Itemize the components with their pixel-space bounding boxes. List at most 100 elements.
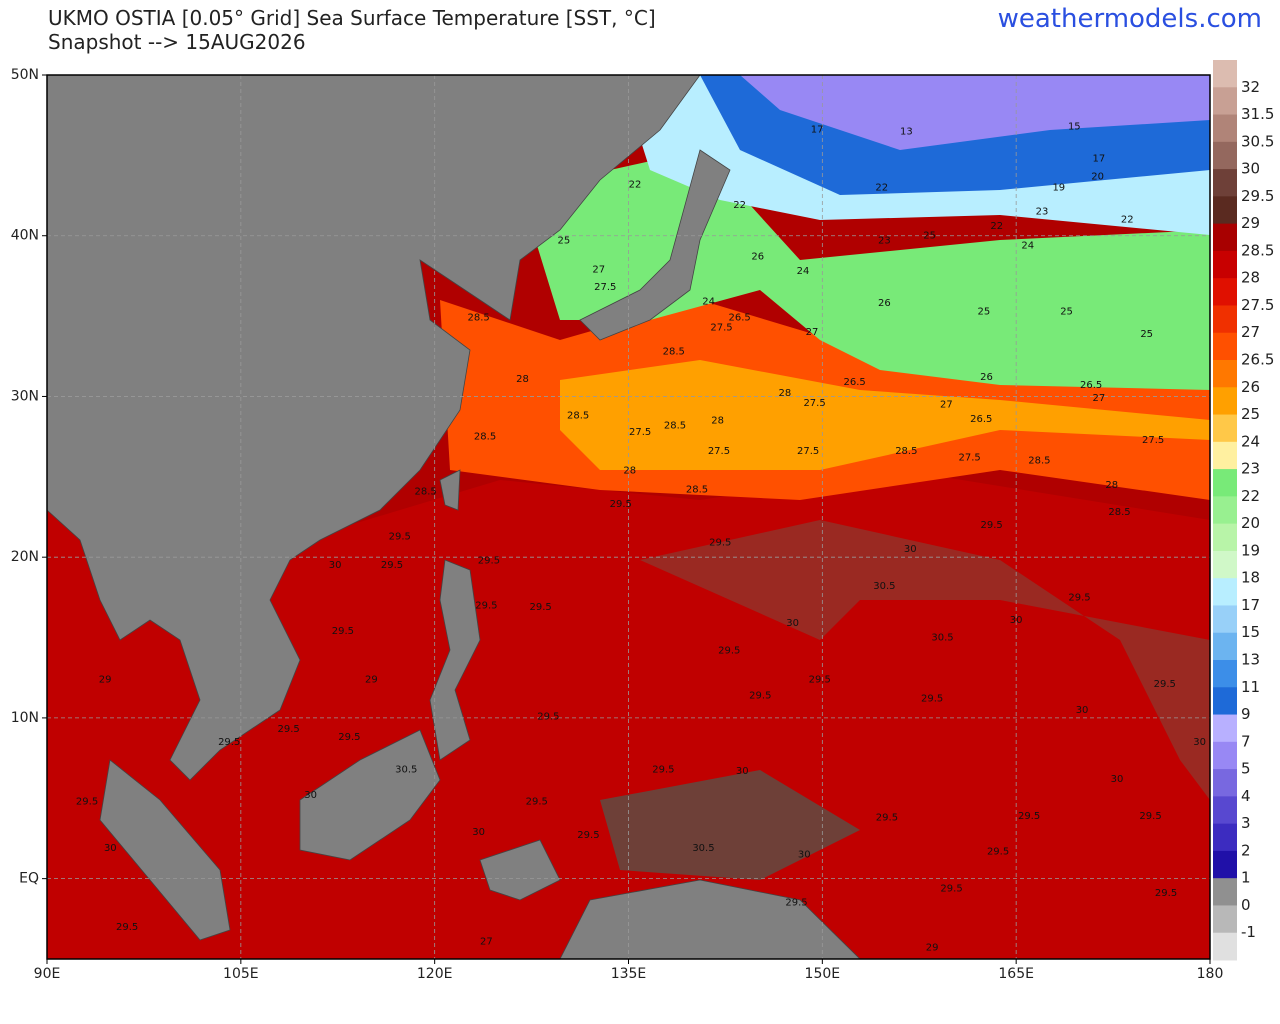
colorbar-box	[1213, 660, 1237, 688]
contour-label: 27	[940, 399, 953, 410]
colorbar-box	[1213, 878, 1237, 906]
colorbar-label: 18	[1241, 569, 1260, 587]
contour-label: 29.5	[218, 737, 240, 748]
contour-label: 29.5	[478, 555, 500, 566]
colorbar-box	[1213, 360, 1237, 388]
contour-label: 28.5	[1108, 507, 1130, 518]
contour-label: 13	[900, 126, 913, 137]
contour-label: 29.5	[1139, 811, 1161, 822]
colorbar-box	[1213, 578, 1237, 606]
contour-label: 28.5	[1028, 456, 1050, 467]
colorbar-label: 29.5	[1241, 187, 1274, 205]
x-tick-label: 150E	[805, 966, 841, 982]
colorbar-box	[1213, 87, 1237, 116]
contour-label: 29.5	[809, 674, 831, 685]
contour-label: 22	[990, 221, 1003, 232]
contour-label: 28.5	[664, 420, 686, 431]
contour-label: 26.5	[844, 377, 866, 388]
contour-label: 29.5	[475, 600, 497, 611]
contour-label: 29.5	[278, 724, 300, 735]
contour-label: 25	[977, 306, 990, 317]
site-name[interactable]: weathermodels.com	[998, 4, 1262, 34]
contour-label: 30	[1010, 615, 1023, 626]
colorbar-label: 26.5	[1241, 351, 1274, 369]
colorbar-box	[1213, 523, 1237, 552]
colorbar-box	[1213, 332, 1237, 361]
contour-label: 30	[472, 827, 485, 838]
colorbar-label: 30	[1241, 160, 1260, 178]
contour-label: 17	[1093, 154, 1106, 165]
contour-label: 17	[811, 125, 824, 136]
colorbar-label: 19	[1241, 541, 1260, 559]
contour-label: 28	[778, 388, 791, 399]
contour-label: 27	[480, 936, 493, 947]
contour-label: 29	[926, 943, 939, 954]
colorbar-box	[1213, 305, 1237, 334]
contour-label: 25	[1060, 306, 1073, 317]
colorbar-box	[1213, 823, 1237, 852]
colorbar-box	[1213, 932, 1237, 961]
contour-label: 30.5	[692, 843, 714, 854]
contour-label: 30	[798, 850, 811, 861]
contour-label: 27.5	[797, 446, 819, 457]
colorbar-box	[1213, 469, 1237, 497]
contour-label: 19	[1052, 183, 1065, 194]
colorbar-box	[1213, 796, 1237, 825]
contour-label: 24	[797, 266, 810, 277]
contour-label: 30	[329, 560, 342, 571]
contour-label: 20	[1091, 171, 1104, 182]
colorbar-box	[1213, 769, 1237, 797]
contour-label: 27	[1093, 393, 1106, 404]
contour-label: 27.5	[594, 282, 616, 293]
x-tick-label: 120E	[417, 966, 453, 982]
contour-label: 26	[878, 298, 891, 309]
contour-label: 30	[104, 843, 117, 854]
colorbar-box	[1213, 196, 1237, 225]
contour-label: 30	[786, 618, 799, 629]
contour-label: 28	[623, 465, 636, 476]
colorbar-label: 24	[1241, 432, 1260, 450]
colorbar-label: 22	[1241, 487, 1260, 505]
y-tick-label: 20N	[11, 549, 39, 565]
colorbar-box	[1213, 741, 1237, 770]
colorbar-label: 23	[1241, 460, 1260, 478]
contour-label: 29.5	[1155, 888, 1177, 899]
colorbar-label: 28.5	[1241, 241, 1274, 259]
contour-label: 29.5	[1018, 811, 1040, 822]
contour-label: 29.5	[749, 690, 771, 701]
contour-label: 29.5	[876, 813, 898, 824]
colorbar-box	[1213, 114, 1237, 143]
colorbar-box	[1213, 550, 1237, 579]
colorbar-label: 11	[1241, 678, 1260, 696]
cold-core	[740, 75, 1210, 150]
colorbar-label: 0	[1241, 896, 1251, 914]
contour-label: 29.5	[980, 520, 1002, 531]
x-tick-label: 105E	[223, 966, 259, 982]
contour-label: 30	[1076, 705, 1089, 716]
title: UKMO OSTIA [0.05° Grid] Sea Surface Temp…	[48, 6, 656, 30]
contour-label: 25	[923, 231, 936, 242]
x-tick-label: 165E	[998, 966, 1034, 982]
contour-label: 29.5	[610, 499, 632, 510]
colorbar-box	[1213, 905, 1237, 934]
contour-label: 28	[516, 374, 529, 385]
colorbar-box	[1213, 223, 1237, 252]
contour-label: 24	[1021, 240, 1034, 251]
contour-label: 23	[878, 236, 891, 247]
contour-label: 26.5	[728, 313, 750, 324]
colorbar-label: 32	[1241, 78, 1260, 96]
colorbar-box	[1213, 387, 1237, 416]
colorbar-box	[1213, 278, 1237, 306]
colorbar-box	[1213, 250, 1237, 279]
colorbar-label: 27.5	[1241, 296, 1274, 314]
colorbar-label: -1	[1241, 923, 1256, 941]
axes: 90E 105E 120E 135E 150E 165E 180 50N 40N 30N 20N 10…	[11, 67, 1224, 982]
x-tick-label: 180	[1197, 966, 1224, 982]
subtitle: Snapshot --> 15AUG2026	[48, 30, 306, 54]
contour-label: 29.5	[529, 602, 551, 613]
contour-label: 22	[733, 200, 746, 211]
contour-label: 27.5	[708, 446, 730, 457]
contour-label: 27	[806, 327, 819, 338]
